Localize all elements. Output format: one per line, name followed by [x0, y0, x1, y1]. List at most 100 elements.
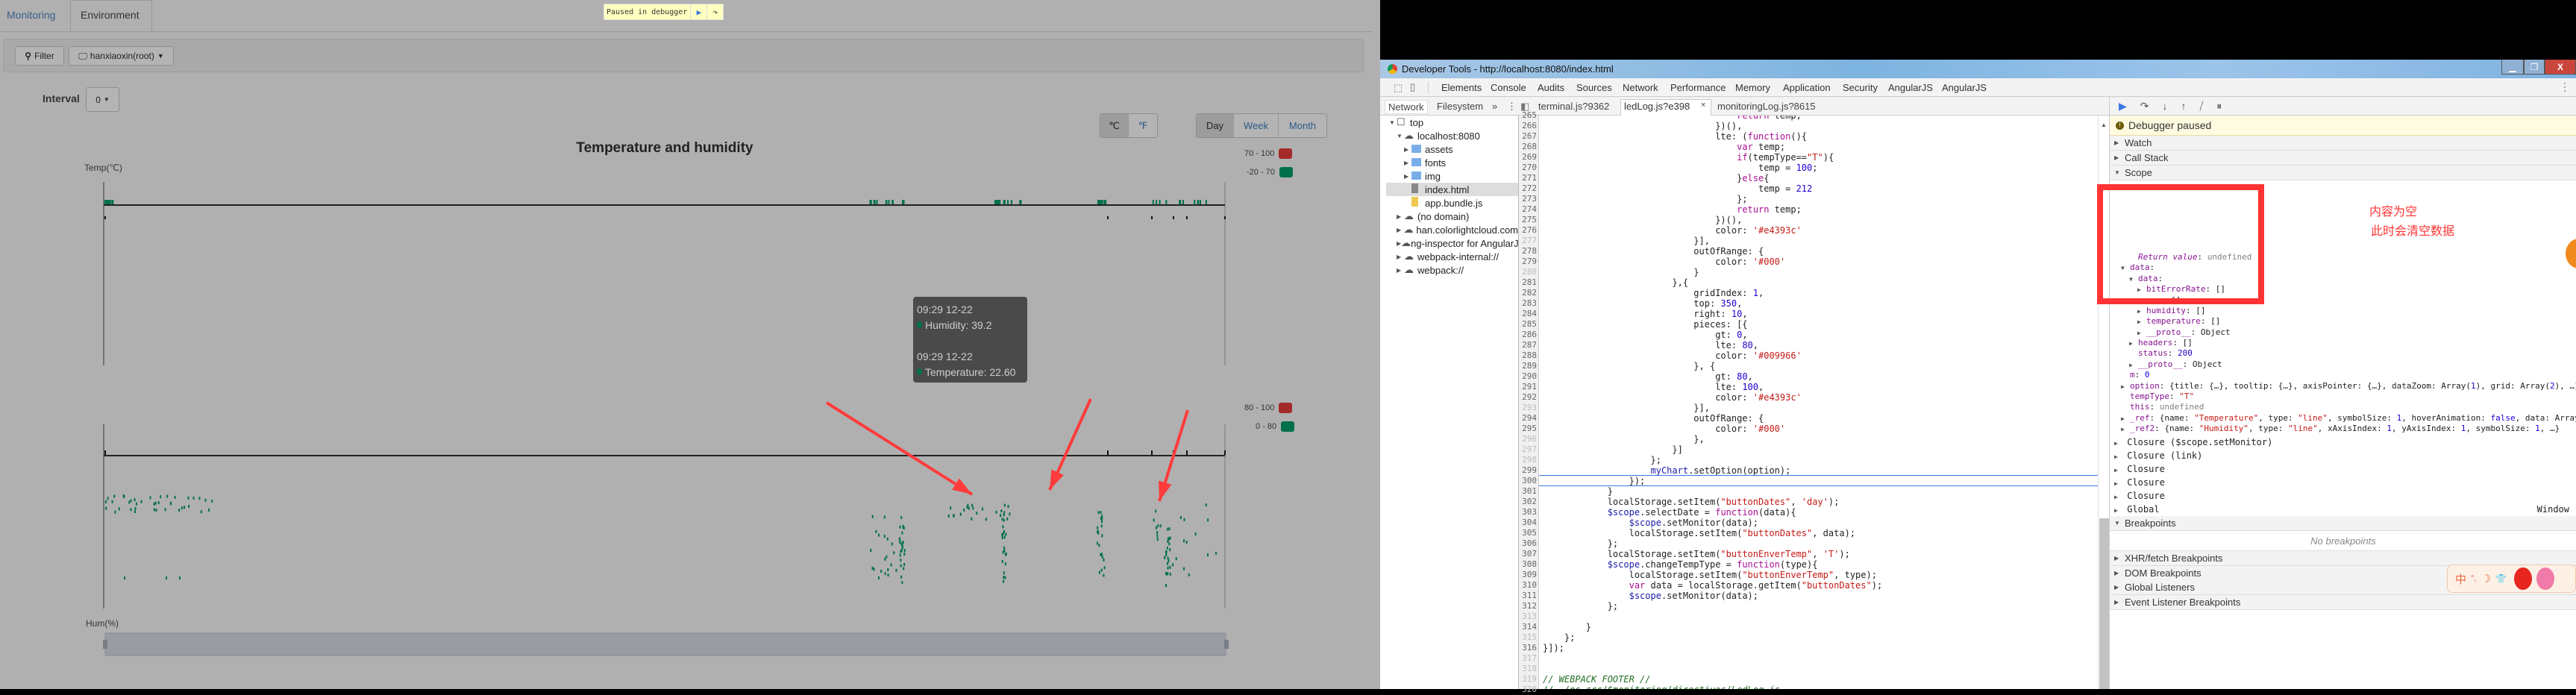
- ime-mode-label[interactable]: 中: [2455, 573, 2467, 586]
- scope-variable[interactable]: ▼ data:: [2129, 273, 2163, 283]
- scope-variable[interactable]: m: 0: [2130, 370, 2150, 380]
- punctuation-icon[interactable]: °,: [2471, 574, 2477, 583]
- line-number[interactable]: 294: [1522, 413, 1537, 423]
- caret-right-icon[interactable]: ▶: [2121, 383, 2125, 390]
- line-number[interactable]: 273: [1522, 194, 1537, 204]
- line-number[interactable]: 285: [1522, 319, 1537, 329]
- line-number[interactable]: 312: [1522, 601, 1537, 611]
- line-number[interactable]: 280: [1522, 267, 1537, 277]
- scope-variable[interactable]: this: undefined: [2130, 402, 2204, 412]
- caret-down-icon[interactable]: ▼: [2121, 265, 2125, 272]
- tree-item[interactable]: index.html: [1386, 183, 1518, 196]
- caret-right-icon[interactable]: ▶: [1404, 145, 1409, 153]
- caret-right-icon[interactable]: ▶: [2137, 318, 2141, 326]
- line-number[interactable]: 266: [1522, 121, 1537, 130]
- tree-item[interactable]: ▶ ☁ han.colorlightcloud.com: [1386, 223, 1518, 236]
- scope-variable[interactable]: ▶ _ref: {name: "Temperature", type: "line…: [2121, 413, 2576, 424]
- line-number[interactable]: 296: [1522, 434, 1537, 444]
- scope-variable[interactable]: ▶ bitErrorRate: []: [2137, 284, 2225, 295]
- tree-item[interactable]: ▶ img: [1386, 169, 1518, 183]
- line-number[interactable]: 301: [1522, 486, 1537, 496]
- line-number[interactable]: 282: [1522, 288, 1537, 298]
- caret-right-icon[interactable]: ▶: [1397, 226, 1402, 233]
- close-window-button[interactable]: X: [2545, 60, 2576, 75]
- scope-closure[interactable]: ▶ Closure ($scope.setMonitor): [2110, 435, 2576, 449]
- line-number[interactable]: 311: [1522, 591, 1537, 600]
- section-watch[interactable]: ▶ Watch: [2110, 136, 2576, 151]
- caret-right-icon[interactable]: ▶: [2129, 340, 2133, 347]
- line-number[interactable]: 297: [1522, 444, 1537, 454]
- line-number[interactable]: 305: [1522, 528, 1537, 538]
- caret-right-icon[interactable]: ▶: [2137, 286, 2141, 294]
- line-number[interactable]: 284: [1522, 309, 1537, 318]
- devtools-tab-angularjs[interactable]: AngularJS: [1888, 82, 1933, 93]
- line-number[interactable]: 315: [1522, 632, 1537, 642]
- datazoom-handle-right[interactable]: [1224, 640, 1229, 649]
- line-number[interactable]: 267: [1522, 131, 1537, 141]
- scope-variable[interactable]: ▶ temperature: []: [2137, 316, 2221, 327]
- toggle-navigator-icon[interactable]: ◧: [1520, 101, 1530, 112]
- devtools-tab-audits[interactable]: Audits: [1538, 82, 1565, 93]
- fahrenheit-button[interactable]: ℉: [1129, 114, 1157, 137]
- scope-variable[interactable]: ▶ headers: []: [2129, 338, 2193, 348]
- caret-down-icon[interactable]: ▼: [1389, 119, 1395, 126]
- navigator-tab-network[interactable]: Network: [1385, 100, 1428, 114]
- section-event-listener-breakpoints[interactable]: ▶ Event Listener Breakpoints: [2110, 595, 2576, 611]
- line-number[interactable]: 272: [1522, 183, 1537, 193]
- line-number[interactable]: 281: [1522, 277, 1537, 287]
- devtools-tab-elements[interactable]: Elements: [1441, 82, 1482, 93]
- tree-item[interactable]: ▶ fonts: [1386, 156, 1518, 169]
- line-number[interactable]: 265: [1522, 110, 1537, 120]
- scope-variable[interactable]: ▶ option: {title: {…}, tooltip: {…}, axis…: [2121, 381, 2576, 391]
- scope-closure[interactable]: ▶ Global Window: [2110, 503, 2576, 516]
- line-number[interactable]: 302: [1522, 497, 1537, 506]
- caret-right-icon[interactable]: ▶: [2129, 361, 2133, 368]
- devtools-tab-security[interactable]: Security: [1843, 82, 1878, 93]
- resume-icon[interactable]: ▶: [690, 4, 706, 19]
- code-editor[interactable]: return temp; })(), lte: (function(){ var…: [1539, 116, 2099, 689]
- minimize-button[interactable]: ▁: [2501, 60, 2524, 75]
- day-button[interactable]: Day: [1197, 114, 1234, 137]
- caret-right-icon[interactable]: ▶: [2121, 415, 2125, 422]
- scope-closure[interactable]: ▶ Closure (link): [2110, 449, 2576, 462]
- celsius-button[interactable]: ℃: [1100, 114, 1129, 137]
- tree-item[interactable]: ▶ ☁ webpack-internal://: [1386, 250, 1518, 263]
- device-toolbar-icon[interactable]: ▯: [1410, 81, 1416, 92]
- interval-select[interactable]: 0 ▼: [86, 87, 119, 112]
- line-number[interactable]: 320: [1522, 685, 1537, 694]
- temp-humidity-chart[interactable]: [0, 0, 1380, 689]
- line-number[interactable]: 299: [1522, 465, 1537, 475]
- caret-right-icon[interactable]: ▶: [1397, 213, 1402, 220]
- scrollbar-thumb[interactable]: [2099, 518, 2109, 689]
- caret-right-icon[interactable]: ▶: [2137, 329, 2141, 336]
- caret-right-icon[interactable]: ▶: [2137, 307, 2141, 315]
- line-number[interactable]: 276: [1522, 225, 1537, 235]
- devtools-tab-memory[interactable]: Memory: [1735, 82, 1770, 93]
- line-number[interactable]: 271: [1522, 173, 1537, 183]
- hum-legend-high[interactable]: 80 - 100: [1244, 403, 1293, 413]
- line-number[interactable]: 288: [1522, 350, 1537, 360]
- line-number[interactable]: 269: [1522, 152, 1537, 162]
- resume-icon[interactable]: ▶: [2119, 99, 2127, 112]
- deactivate-breakpoints-icon[interactable]: ⧸: [2199, 99, 2204, 112]
- filter-button[interactable]: ⚲ Filter: [15, 46, 64, 66]
- line-number[interactable]: 274: [1522, 204, 1537, 214]
- line-number[interactable]: 316: [1522, 643, 1537, 652]
- line-number[interactable]: 318: [1522, 664, 1537, 673]
- more-tabs-icon[interactable]: »: [1492, 101, 1498, 112]
- line-number[interactable]: 306: [1522, 538, 1537, 548]
- line-number[interactable]: 292: [1522, 392, 1537, 402]
- caret-down-icon[interactable]: ▼: [1397, 132, 1403, 139]
- moon-icon[interactable]: ☽: [2481, 573, 2491, 585]
- tab-environment[interactable]: Environment: [81, 9, 140, 21]
- scope-variable[interactable]: ▶ __proto__: Object: [2137, 327, 2231, 337]
- tab-monitoring[interactable]: Monitoring: [7, 9, 56, 21]
- datazoom-slider[interactable]: [104, 632, 1226, 656]
- caret-right-icon[interactable]: ▶: [1397, 239, 1402, 247]
- step-over-icon[interactable]: ↷: [706, 4, 723, 19]
- devtools-tab-network[interactable]: Network: [1623, 82, 1658, 93]
- line-number[interactable]: 277: [1522, 236, 1537, 245]
- devtools-tab-console[interactable]: Console: [1491, 82, 1526, 93]
- line-number[interactable]: 308: [1522, 559, 1537, 569]
- line-number[interactable]: 310: [1522, 580, 1537, 590]
